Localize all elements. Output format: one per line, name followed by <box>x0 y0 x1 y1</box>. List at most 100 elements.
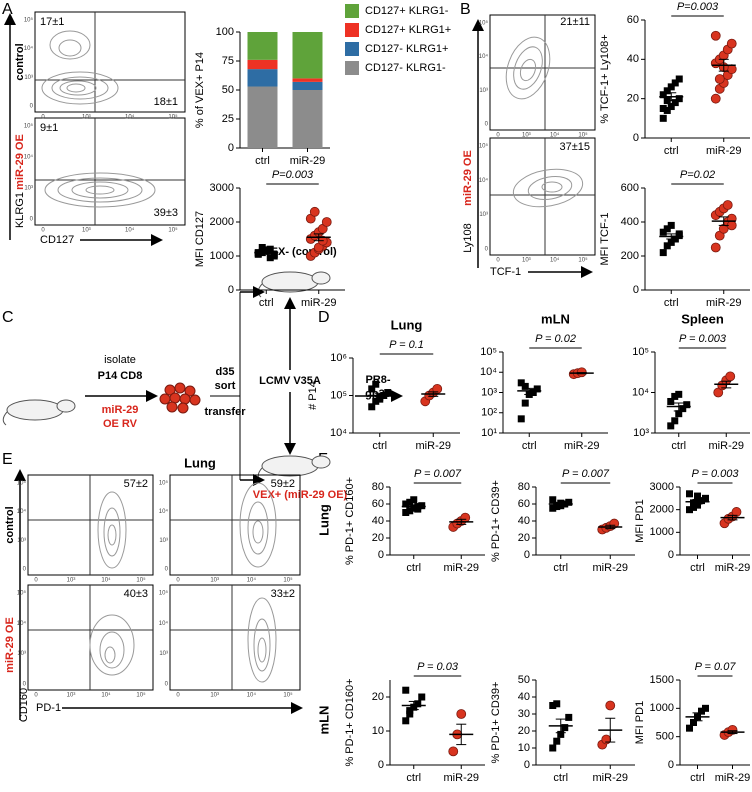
y-axis-label: % PD-1+ CD160+ <box>344 678 356 766</box>
flow-tick-label: 10³ <box>479 88 488 94</box>
p-value: P = 0.07 <box>695 661 737 673</box>
y-tick-label: 40 <box>518 691 530 703</box>
data-point <box>710 30 721 41</box>
x-tick-label: miR-29 <box>416 440 451 452</box>
y-tick-label: 50 <box>222 84 234 96</box>
data-point <box>549 496 557 504</box>
x-tick-label: ctrl <box>406 772 421 784</box>
data-point <box>659 105 667 112</box>
data-point <box>529 389 537 396</box>
data-point <box>686 490 693 498</box>
flow-tick-label: 10⁴ <box>550 257 560 264</box>
flow-tick-label: 0 <box>41 228 45 234</box>
flow-tick-label: 10⁵ <box>283 692 293 699</box>
y-tick-label: 75 <box>222 55 234 67</box>
data-point <box>402 500 410 508</box>
panel-letter: A <box>2 1 13 18</box>
flow-tick-label: 0 <box>30 104 34 110</box>
y-tick-label: 0 <box>524 759 530 771</box>
data-point <box>418 693 426 701</box>
y-axis-label: MFI PD1 <box>634 499 646 542</box>
flow-tick-label: 10⁵ <box>578 257 588 264</box>
data-point <box>671 79 679 87</box>
flow-tick-label: 10⁵ <box>136 692 146 699</box>
data-point <box>309 206 320 217</box>
quadrant-value: 40±3 <box>124 588 148 600</box>
x-tick-label: miR-29 <box>593 562 628 574</box>
data-point <box>725 371 736 382</box>
data-point <box>659 228 667 236</box>
x-tick-label: miR-29 <box>715 562 750 574</box>
flow-tick-label: 10⁵ <box>24 17 34 24</box>
x-tick-label: miR-29 <box>709 440 744 452</box>
y-tick-label: 1500 <box>650 674 674 686</box>
y-tick-label: 100 <box>216 26 234 38</box>
y-tick-label: 10³ <box>633 427 649 439</box>
flow-tick-label: 10⁴ <box>479 53 489 60</box>
data-point <box>266 254 274 262</box>
data-point <box>533 385 541 393</box>
flow-tick-label: 10⁴ <box>17 508 27 515</box>
data-point <box>679 405 687 413</box>
p-value: P=0.02 <box>680 169 715 181</box>
chart-title: mLN <box>541 311 570 326</box>
flow-tick-label: 10⁴ <box>24 154 34 161</box>
panel-letter: E <box>2 451 13 468</box>
data-point <box>714 74 725 84</box>
data-point <box>402 509 410 516</box>
chart-title: Spleen <box>681 311 724 326</box>
x-tick-label: ctrl <box>372 440 387 452</box>
x-tick-label: miR-29 <box>593 772 628 784</box>
flow-tick-label: 10³ <box>67 578 76 584</box>
flow-tick-label: 10⁴ <box>247 692 257 699</box>
data-point <box>517 379 525 387</box>
bar-segment <box>292 81 323 90</box>
data-point <box>517 415 525 423</box>
quadrant-value: 39±3 <box>154 207 178 219</box>
data-point <box>521 399 529 407</box>
y-tick-label: 50 <box>518 674 530 686</box>
data-point <box>710 93 721 104</box>
x-tick-label: miR-29 <box>444 562 479 574</box>
data-point <box>683 401 691 409</box>
y-tick-label: 10⁴ <box>330 427 347 439</box>
y-tick-label: 0 <box>668 549 674 561</box>
data-point <box>667 221 675 229</box>
mouse-icon <box>2 399 76 426</box>
y-axis-label: % PD-1+ CD39+ <box>490 480 502 562</box>
flow-tick-label: 10⁵ <box>168 227 178 234</box>
y-tick-label: 10 <box>372 725 384 737</box>
y-tick-label: 3000 <box>210 182 234 194</box>
legend-label: CD127+ KLRG1+ <box>365 24 451 36</box>
x-tick-label: miR-29 <box>444 772 479 784</box>
data-point <box>553 737 561 745</box>
y-tick-label: 10 <box>518 742 530 754</box>
data-point <box>414 505 422 513</box>
data-point <box>262 246 270 254</box>
y-tick-label: 1000 <box>210 250 234 262</box>
x-tick-label: ctrl <box>664 297 679 309</box>
data-point <box>605 700 616 711</box>
data-point <box>702 704 709 712</box>
flow-tick-label: 0 <box>34 693 38 699</box>
y-tick-label: 20 <box>518 725 530 737</box>
data-point <box>406 507 414 515</box>
flow-tick-label: 0 <box>41 115 45 121</box>
quadrant-value: 37±15 <box>559 141 590 153</box>
x-tick-label: ctrl <box>553 562 568 574</box>
flow-tick-label: 10⁴ <box>479 177 489 184</box>
flow-tick-label: 10⁵ <box>578 132 588 139</box>
x-tick-label: miR-29 <box>290 155 325 167</box>
row-label: control <box>4 506 16 543</box>
flow-tick-label: 10³ <box>82 228 91 234</box>
y-tick-label: 600 <box>621 182 639 194</box>
diagram-label: P14 CD8 <box>98 370 143 382</box>
x-tick-label: ctrl <box>522 440 537 452</box>
flow-tick-label: 10⁴ <box>125 227 135 234</box>
y-tick-label: 20 <box>518 532 530 544</box>
data-point <box>557 730 565 738</box>
y-tick-label: 0 <box>633 284 639 296</box>
flow-tick-label: 10⁴ <box>550 132 560 139</box>
data-point <box>698 497 705 505</box>
